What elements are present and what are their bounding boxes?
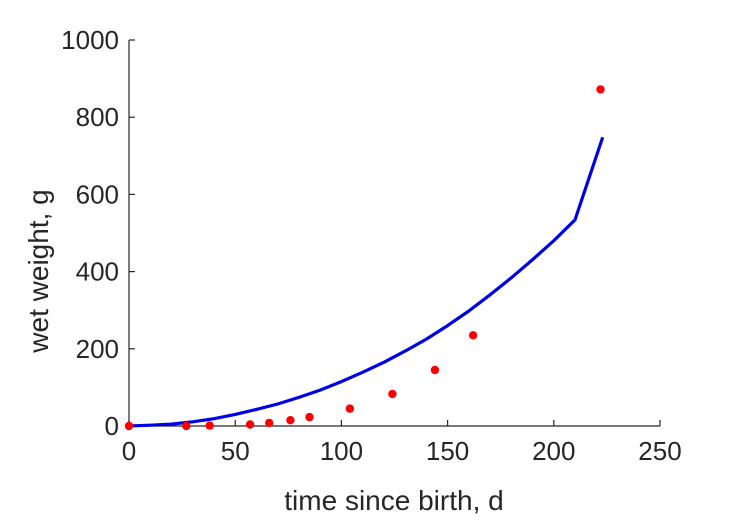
y-tick-label: 0 <box>105 411 119 441</box>
data-point <box>468 331 478 340</box>
y-tick-label: 400 <box>76 257 119 287</box>
data-point <box>245 420 255 429</box>
data-point <box>388 389 397 399</box>
y-tick-label: 800 <box>76 102 119 132</box>
data-point <box>182 421 191 431</box>
model-curve-line <box>128 136 605 428</box>
data-point <box>596 85 605 94</box>
x-tick-label: 50 <box>221 436 250 466</box>
data-point <box>430 365 440 375</box>
data-point <box>205 421 214 430</box>
data-point <box>286 416 295 425</box>
x-tick-label: 0 <box>122 436 136 466</box>
y-tick-label: 200 <box>76 334 119 364</box>
y-tick-label: 600 <box>76 179 119 209</box>
line-series-group <box>128 136 605 428</box>
x-tick-label: 250 <box>638 436 681 466</box>
data-point <box>305 412 314 422</box>
scatter-series-group <box>124 85 605 431</box>
y-axis-title: wet weight, g <box>23 189 54 353</box>
data-point <box>345 404 355 413</box>
x-axis-title: time since birth, d <box>284 485 503 516</box>
data-point <box>265 418 274 428</box>
axes <box>128 40 660 427</box>
tick-group: 0 50 100 150 200 250 0 200 400 600 800 1000 <box>61 25 682 466</box>
y-tick-label: 1000 <box>61 25 119 55</box>
x-tick-label: 150 <box>426 436 469 466</box>
x-tick-label: 200 <box>532 436 575 466</box>
data-point <box>124 421 134 431</box>
x-tick-label: 100 <box>320 436 363 466</box>
